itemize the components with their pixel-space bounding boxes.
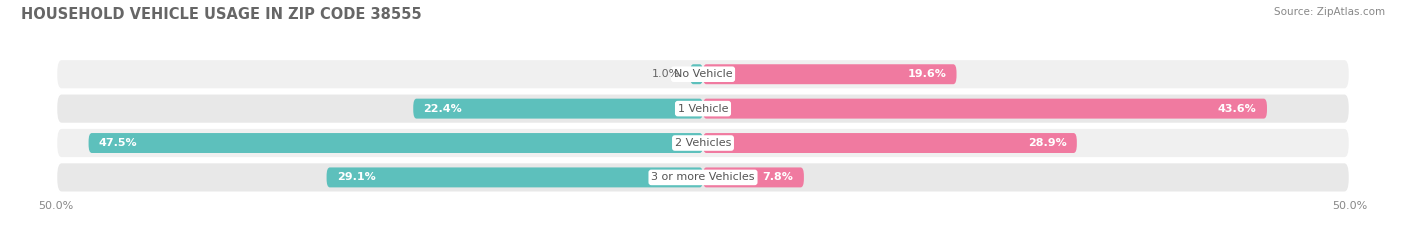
FancyBboxPatch shape — [690, 64, 703, 84]
Text: 7.8%: 7.8% — [762, 172, 793, 182]
Text: 47.5%: 47.5% — [98, 138, 138, 148]
Text: 1 Vehicle: 1 Vehicle — [678, 104, 728, 114]
FancyBboxPatch shape — [703, 133, 1077, 153]
FancyBboxPatch shape — [56, 162, 1350, 192]
FancyBboxPatch shape — [413, 99, 703, 119]
Text: 22.4%: 22.4% — [423, 104, 463, 114]
FancyBboxPatch shape — [56, 59, 1350, 89]
Text: 3 or more Vehicles: 3 or more Vehicles — [651, 172, 755, 182]
FancyBboxPatch shape — [89, 133, 703, 153]
Text: 29.1%: 29.1% — [337, 172, 375, 182]
FancyBboxPatch shape — [703, 99, 1267, 119]
Text: No Vehicle: No Vehicle — [673, 69, 733, 79]
Text: 28.9%: 28.9% — [1028, 138, 1067, 148]
FancyBboxPatch shape — [56, 128, 1350, 158]
Text: 2 Vehicles: 2 Vehicles — [675, 138, 731, 148]
Text: HOUSEHOLD VEHICLE USAGE IN ZIP CODE 38555: HOUSEHOLD VEHICLE USAGE IN ZIP CODE 3855… — [21, 7, 422, 22]
Text: Source: ZipAtlas.com: Source: ZipAtlas.com — [1274, 7, 1385, 17]
FancyBboxPatch shape — [326, 168, 703, 187]
FancyBboxPatch shape — [703, 64, 956, 84]
Text: 43.6%: 43.6% — [1218, 104, 1257, 114]
Text: 19.6%: 19.6% — [907, 69, 946, 79]
FancyBboxPatch shape — [703, 168, 804, 187]
Text: 1.0%: 1.0% — [651, 69, 679, 79]
FancyBboxPatch shape — [56, 93, 1350, 124]
